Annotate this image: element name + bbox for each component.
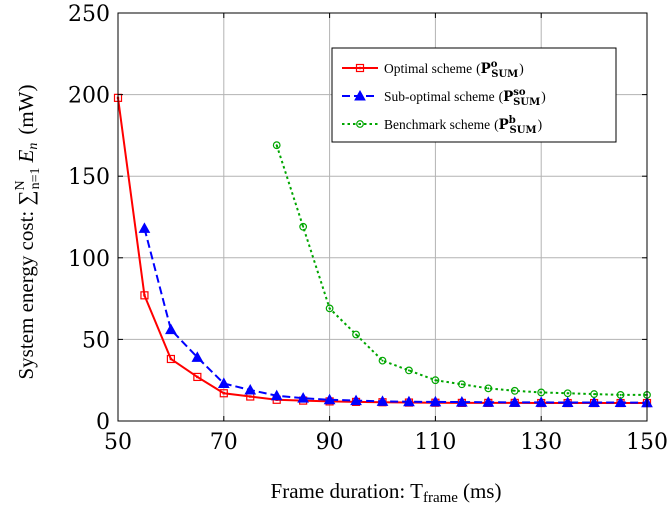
data-point-center — [169, 357, 173, 361]
data-point-center — [302, 225, 305, 228]
data-point-center — [460, 383, 463, 386]
data-point-center — [513, 389, 516, 392]
data-point — [219, 389, 228, 398]
y-axis-label: System energy cost: ∑Nn=1En(mW) — [13, 85, 43, 380]
data-point-center — [249, 395, 252, 398]
data-point — [588, 396, 600, 408]
plot-frame — [117, 12, 648, 422]
data-point — [352, 330, 360, 339]
legend: Optimal scheme (Po SUM) Sub-optimal scheme(… — [331, 47, 617, 143]
data-point-center — [407, 369, 410, 372]
data-point-center — [355, 333, 358, 336]
series-line — [275, 144, 647, 396]
x-tick-label: 70 — [210, 430, 238, 455]
data-point — [508, 396, 521, 407]
data-point — [270, 389, 283, 401]
legend-entry: Sub-optimal scheme (Pso SUM) — [384, 87, 546, 108]
data-point-center — [143, 294, 146, 297]
x-tick-label: 50 — [104, 430, 132, 455]
data-point-center — [487, 387, 490, 390]
data-point-center — [196, 375, 199, 379]
data-point-center — [275, 144, 278, 147]
data-point — [191, 351, 204, 362]
y-tick-label: 200 — [68, 84, 110, 109]
data-point — [166, 354, 175, 364]
data-point — [138, 222, 151, 233]
x-tick-label: 90 — [316, 430, 344, 455]
data-point — [429, 395, 442, 407]
series-line — [143, 228, 648, 404]
data-point — [403, 395, 415, 407]
x-tick-label: 150 — [626, 430, 668, 455]
data-point-center — [593, 393, 596, 396]
legend-marker — [354, 89, 366, 101]
legend-entry: Optimal scheme (Po SUM) — [384, 59, 524, 80]
y-tick-label: 150 — [68, 165, 110, 190]
series-triangle — [138, 222, 653, 408]
legend-marker — [356, 120, 364, 128]
data-point — [193, 372, 202, 382]
data-point-center — [619, 393, 622, 396]
data-point-center — [328, 307, 331, 310]
data-point-center — [566, 392, 569, 395]
data-point — [350, 394, 362, 406]
data-point — [482, 396, 495, 407]
data-point — [561, 396, 574, 408]
data-point — [590, 390, 598, 398]
legend-marker — [355, 63, 365, 73]
data-point — [272, 141, 281, 150]
data-point-center — [540, 391, 543, 394]
data-point — [376, 395, 389, 406]
legend-entry: Benchmark scheme (Pb SUM) — [384, 115, 542, 136]
legend-marker-center — [358, 66, 362, 70]
data-point — [325, 304, 334, 313]
data-point — [217, 377, 230, 388]
data-point — [299, 222, 308, 231]
data-point — [378, 356, 387, 365]
data-point-center — [434, 379, 437, 382]
data-point — [535, 396, 548, 407]
y-tick-label: 50 — [82, 328, 110, 353]
data-point — [616, 390, 625, 399]
x-tick-label: 130 — [520, 430, 562, 455]
data-point — [431, 376, 440, 385]
data-point-center — [381, 359, 384, 362]
data-point — [165, 323, 177, 335]
data-point — [323, 393, 336, 405]
plot-area — [113, 93, 653, 408]
y-tick-label: 250 — [68, 2, 110, 27]
data-point — [510, 386, 519, 395]
x-axis-label: Frame duration: Tframe (ms) — [271, 479, 502, 505]
data-point — [457, 380, 466, 389]
data-point — [484, 384, 493, 393]
data-point — [614, 396, 627, 408]
legend-box — [331, 47, 617, 143]
data-point — [405, 366, 413, 375]
data-point — [140, 291, 149, 300]
data-point — [297, 392, 309, 403]
data-point-center — [222, 392, 225, 395]
y-tick-label: 100 — [68, 247, 110, 272]
legend-marker-center — [359, 123, 361, 125]
data-point — [456, 396, 468, 407]
data-point — [244, 383, 257, 395]
y-tick-label: 0 — [96, 410, 110, 435]
data-point — [563, 389, 572, 398]
x-tick-label: 110 — [414, 430, 456, 455]
data-point — [537, 388, 546, 397]
